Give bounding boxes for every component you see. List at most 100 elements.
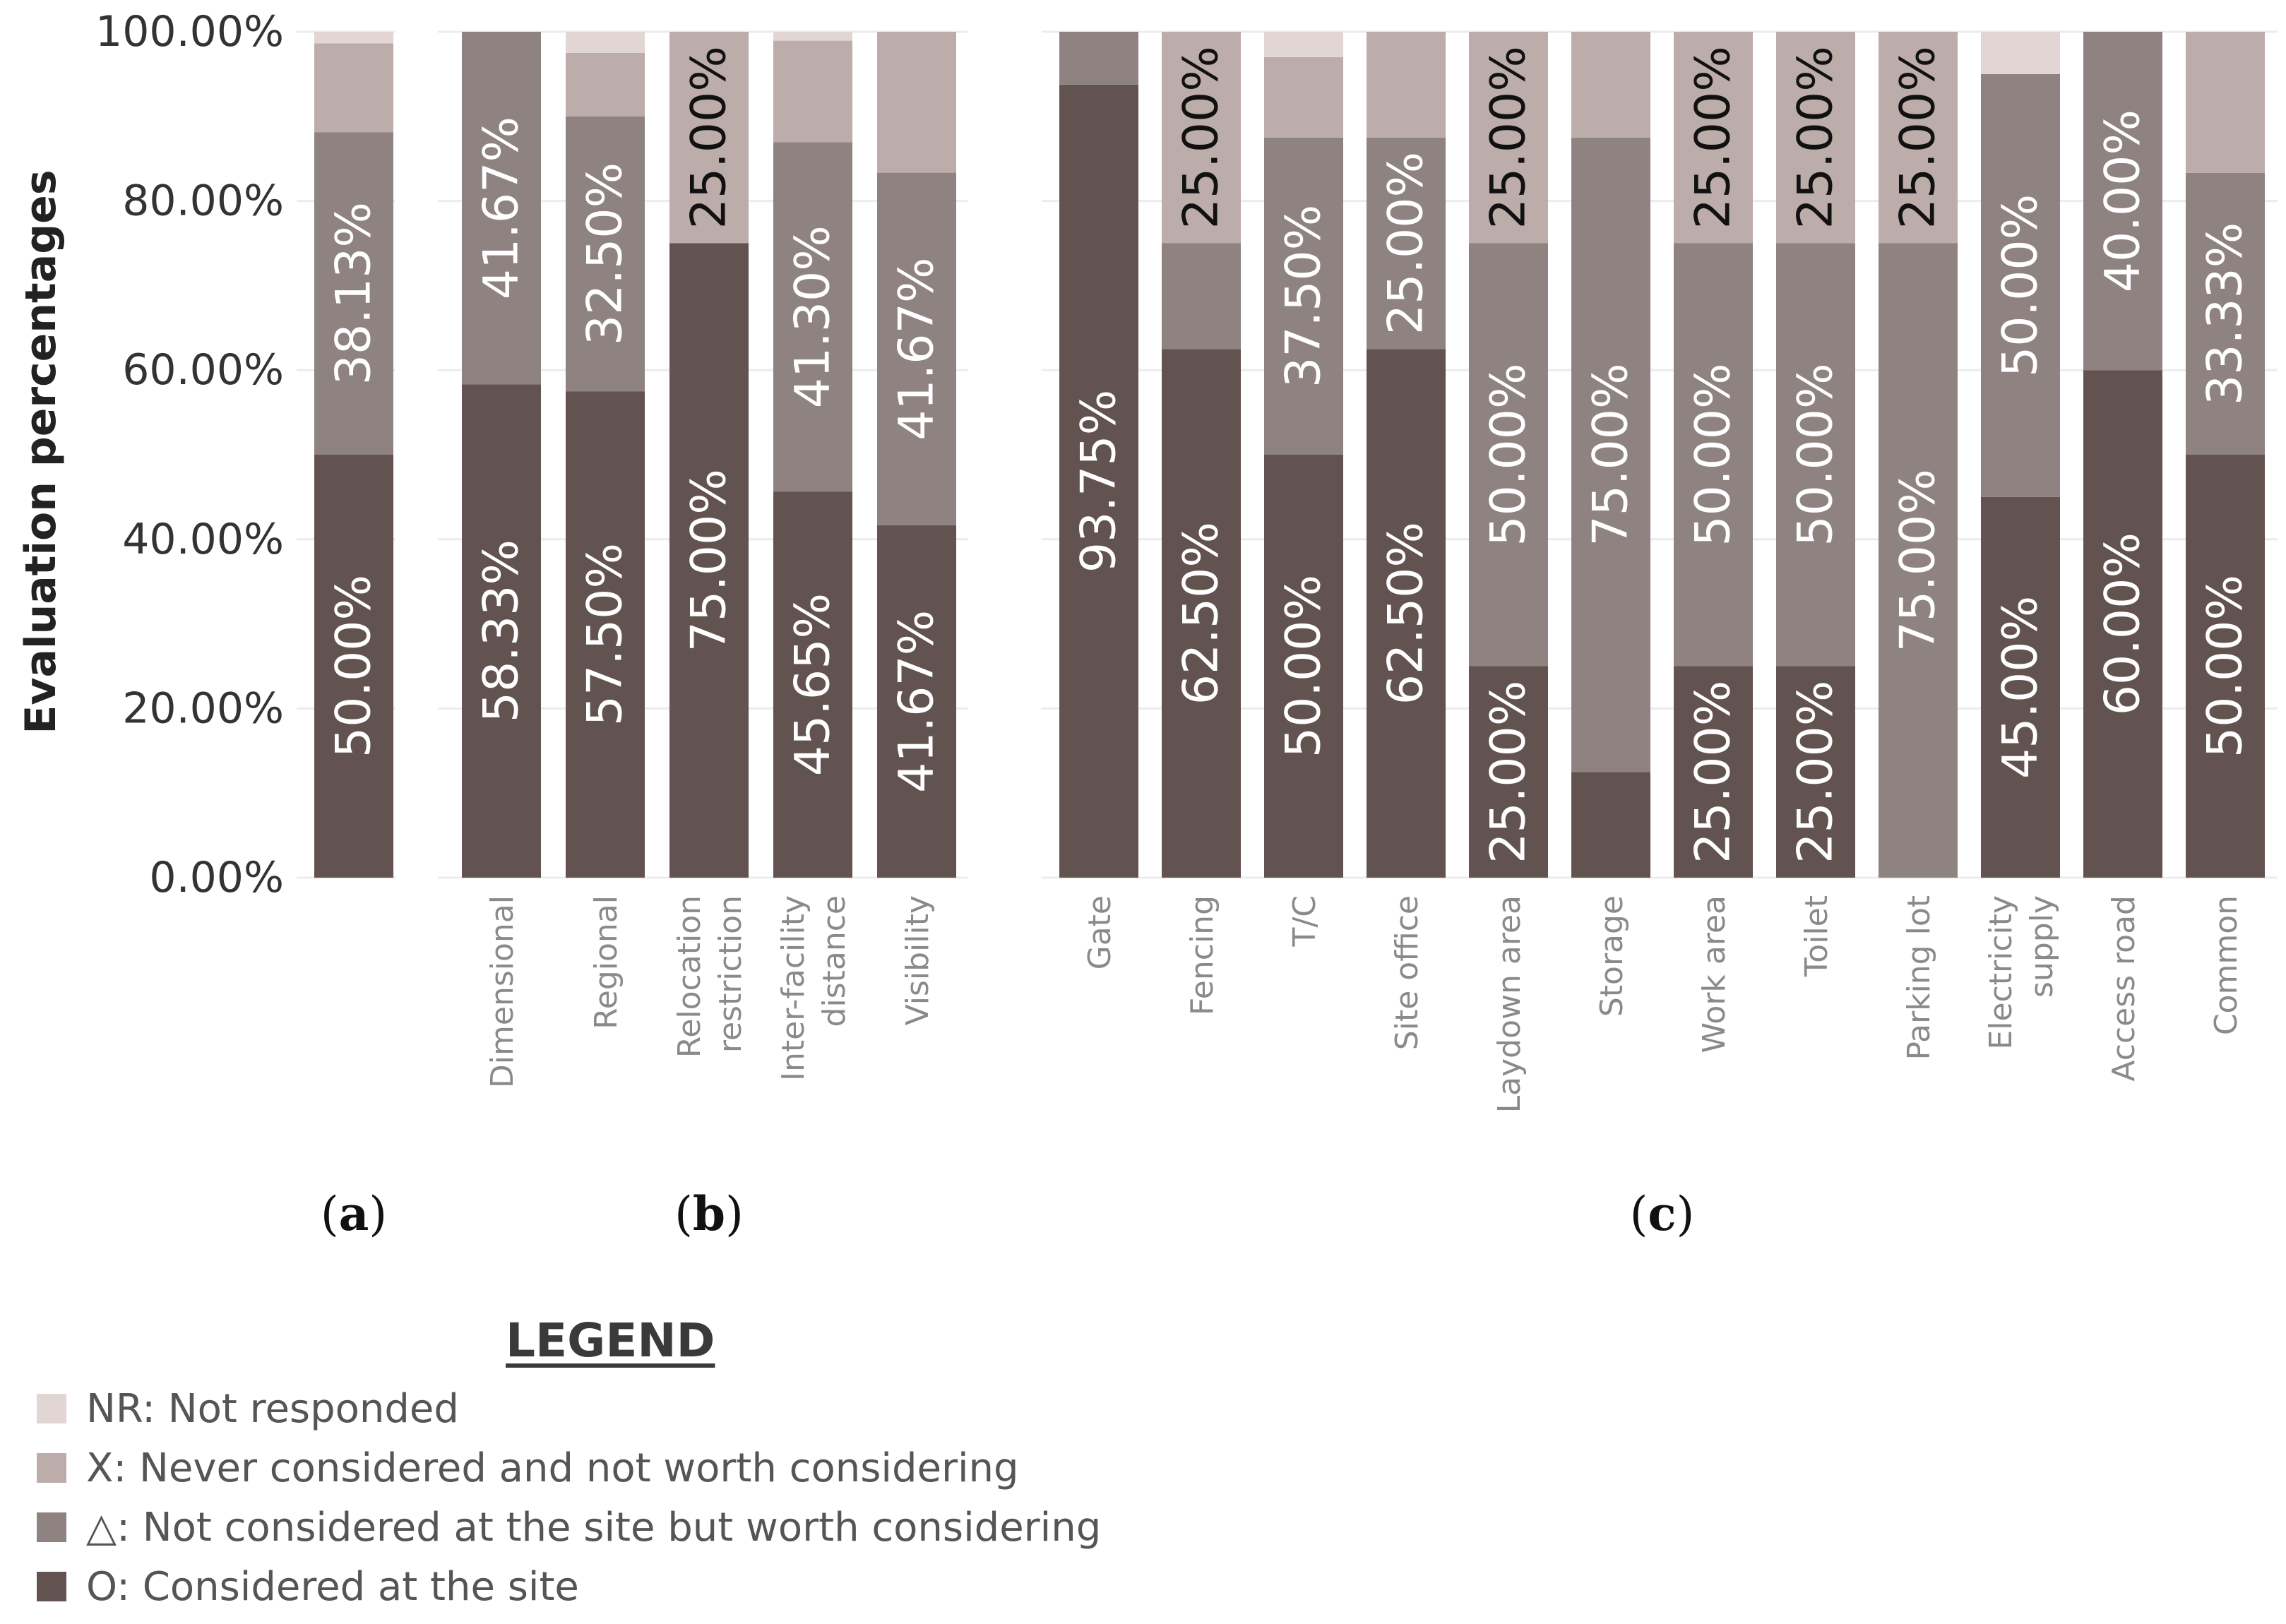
data-label: 58.33%	[474, 539, 530, 722]
bar-segment-X	[1264, 56, 1343, 138]
data-label: 57.50%	[578, 543, 633, 726]
data-label: 50.00%	[1788, 363, 1844, 546]
bar-segment-D	[2083, 32, 2162, 371]
data-label: 33.33%	[2198, 222, 2254, 405]
bar-segment-O	[1469, 666, 1548, 878]
panel-labels: (a) (b) (c)	[321, 1186, 1694, 1241]
bar-segment-D	[877, 172, 956, 525]
data-label: 62.50%	[1379, 522, 1434, 705]
bar-segment-X	[1571, 32, 1650, 138]
bar-segment-D	[1879, 243, 1958, 878]
data-label: 50.00%	[1686, 363, 1742, 546]
data-label: 50.00%	[2198, 575, 2254, 758]
bar-segment-O	[314, 455, 393, 878]
data-label: 75.00%	[1583, 363, 1639, 546]
legend-label: X: Never considered and not worth consid…	[86, 1445, 1019, 1491]
category-label: Fencing	[1184, 895, 1220, 1015]
data-label: 40.00%	[2095, 109, 2151, 292]
data-label: 50.00%	[1993, 194, 2049, 377]
legend-title: LEGEND	[506, 1313, 715, 1368]
bar-segment-X	[1879, 32, 1958, 244]
panel-label-a: (a)	[321, 1186, 387, 1241]
bar-segment-D	[1776, 243, 1855, 667]
bar-segment-X	[566, 52, 645, 117]
category-label: Gate	[1082, 895, 1118, 969]
bar-segment-NR	[773, 32, 852, 41]
data-label: 25.00%	[1379, 152, 1434, 335]
stacked-bar-chart: 0.00% 20.00% 40.00% 60.00% 80.00% 100.00% Eva…	[16, 7, 2278, 1241]
data-label: 45.65%	[785, 593, 841, 776]
bar-segment-O	[1367, 349, 1446, 878]
bar-segment-D	[1264, 137, 1343, 455]
category-label: Inter-facility distance	[775, 895, 852, 1081]
bar-segment-D	[314, 132, 393, 455]
category-label: Storage	[1594, 895, 1630, 1017]
bar-segment-O	[1776, 666, 1855, 878]
category-label: Toilet	[1799, 895, 1835, 977]
data-label: 75.00%	[1891, 469, 1946, 652]
category-label: Relocation restriction	[672, 895, 749, 1058]
bar-segment-O	[2186, 455, 2265, 878]
data-label: 25.00%	[1481, 46, 1537, 229]
data-label: 25.00%	[1891, 46, 1946, 229]
bar-segment-D	[2186, 172, 2265, 455]
legend-swatch	[37, 1453, 66, 1483]
bar-segment-O	[566, 391, 645, 878]
bar-segment-O	[1981, 496, 2060, 878]
panel-label-c: (c)	[1630, 1186, 1695, 1241]
legend-item-D: △: Not considered at the site but worth …	[37, 1498, 1308, 1557]
legend-item-O: O: Considered at the site	[37, 1557, 1308, 1616]
legend-item-NR: NR: Not responded	[37, 1379, 1308, 1438]
data-label: 25.00%	[1788, 681, 1844, 864]
y-tick-label: 0.00%	[149, 853, 284, 902]
category-label: Parking lot	[1901, 895, 1937, 1061]
data-label: 25.00%	[1686, 681, 1742, 864]
bar-segment-O	[1674, 666, 1753, 878]
legend-item-X: X: Never considered and not worth consid…	[37, 1438, 1308, 1498]
category-label: Electricity supply	[1983, 895, 2060, 1050]
data-label: 38.13%	[326, 202, 382, 385]
bar-segment-X	[2186, 32, 2265, 173]
bar-segment-X	[1367, 32, 1446, 138]
bar-segment-D	[1059, 32, 1138, 85]
bar-segment-D	[462, 32, 541, 385]
data-label: 41.67%	[474, 117, 530, 299]
data-label: 50.00%	[1481, 363, 1537, 546]
bar-segment-O	[773, 491, 852, 878]
category-label: Access road	[2106, 895, 2142, 1082]
legend-swatch	[37, 1512, 66, 1542]
bar-segment-O	[877, 525, 956, 878]
data-label: 37.50%	[1276, 205, 1332, 388]
bar-segment-O	[2083, 370, 2162, 878]
data-label: 50.00%	[326, 575, 382, 758]
y-tick-label: 40.00%	[122, 515, 284, 564]
category-label: Work area	[1696, 895, 1732, 1053]
legend: LEGEND NR: Not responded X: Never conside…	[37, 1313, 1308, 1616]
panel-label-b: (b)	[674, 1186, 744, 1241]
category-labels: Dimensional Regional Relocation restriction…	[484, 895, 2244, 1113]
bar-segment-NR	[1264, 32, 1343, 57]
bar-segment-D	[1571, 137, 1650, 772]
data-label: 41.30%	[785, 225, 841, 408]
bars: 50.00% 38.13% 58.33% 41.67% 57.50% 32.50% 75.0…	[314, 32, 2265, 878]
bar-segment-X	[877, 32, 956, 173]
legend-swatch	[37, 1572, 66, 1601]
data-label: 41.67%	[889, 258, 945, 441]
data-label: 75.00%	[681, 469, 737, 652]
category-label: Laydown area	[1492, 895, 1528, 1113]
bar-segment-O	[669, 243, 749, 878]
bar-segment-O	[1059, 84, 1138, 878]
y-tick-label: 60.00%	[122, 345, 284, 395]
category-label: Site office	[1389, 895, 1425, 1050]
bar-segment-D	[566, 116, 645, 392]
bar-segment-X	[669, 32, 749, 244]
bar-segment-D	[773, 142, 852, 492]
bar-segment-X	[773, 40, 852, 143]
y-tick-label: 100.00%	[95, 7, 284, 56]
bar-segment-X	[1162, 32, 1241, 244]
bar-segment-D	[1469, 243, 1548, 667]
data-label: 25.00%	[1481, 681, 1537, 864]
data-label: 45.00%	[1993, 596, 2049, 779]
data-label: 41.67%	[889, 610, 945, 793]
y-axis-label: Evaluation percentages	[16, 169, 66, 734]
